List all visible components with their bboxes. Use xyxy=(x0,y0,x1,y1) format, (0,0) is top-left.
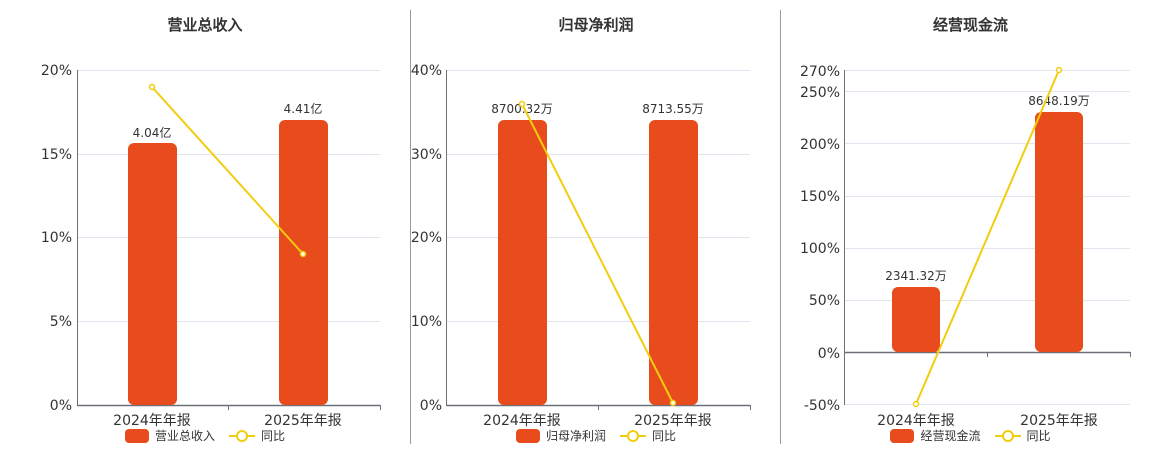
legend-line-label[interactable]: 同比 xyxy=(1026,429,1051,443)
chart-plot: 20% 15% 10% 5% 0% 4.04亿 4.41亿 2024年年报 2025年年… xyxy=(41,63,381,429)
chart-title: 经营现金流 xyxy=(932,16,1008,34)
svg-text:20%: 20% xyxy=(411,230,442,246)
legend-line-icon[interactable] xyxy=(994,429,1021,443)
bar-2025[interactable] xyxy=(1035,112,1083,352)
bar-label: 2341.32万 xyxy=(885,269,947,283)
svg-text:250%: 250% xyxy=(800,85,840,101)
x-tick: 2025年年报 xyxy=(634,413,712,429)
svg-text:30%: 30% xyxy=(411,147,442,163)
legend: 归母净利润 同比 xyxy=(411,427,781,444)
svg-text:270%: 270% xyxy=(800,64,840,80)
bar-label: 8713.55万 xyxy=(642,102,704,116)
legend: 营业总收入 同比 xyxy=(0,427,410,444)
svg-text:-50%: -50% xyxy=(804,398,840,414)
bar-label: 8648.19万 xyxy=(1028,94,1090,108)
svg-text:10%: 10% xyxy=(411,314,442,330)
legend-line-icon[interactable] xyxy=(229,429,255,443)
bar-2025[interactable] xyxy=(649,120,698,405)
svg-text:0%: 0% xyxy=(50,398,72,414)
legend-line-label[interactable]: 同比 xyxy=(652,429,677,443)
bar-2024[interactable] xyxy=(128,143,177,405)
svg-text:0%: 0% xyxy=(420,398,442,414)
legend-line-label[interactable]: 同比 xyxy=(261,429,286,443)
divider xyxy=(410,10,411,444)
divider xyxy=(780,10,781,444)
legend-bar-swatch[interactable] xyxy=(515,428,540,443)
chart-panel-net-profit: 归母净利润 40% 30% 20% 10% 0% 8700.32万 8713.55万 2… xyxy=(411,0,781,450)
legend-bar-swatch[interactable] xyxy=(890,428,915,443)
bar-label: 4.04亿 xyxy=(133,125,172,140)
svg-text:5%: 5% xyxy=(50,314,72,330)
chart-title: 归母净利润 xyxy=(558,16,634,34)
svg-text:50%: 50% xyxy=(809,293,840,309)
legend-line-icon[interactable] xyxy=(620,429,646,443)
bar-2024[interactable] xyxy=(892,287,940,352)
x-tick: 2024年年报 xyxy=(877,413,955,429)
svg-text:20%: 20% xyxy=(41,63,72,79)
x-tick: 2025年年报 xyxy=(264,413,342,429)
svg-text:150%: 150% xyxy=(800,189,840,205)
chart-plot: 40% 30% 20% 10% 0% 8700.32万 8713.55万 2024年年报… xyxy=(411,63,751,429)
svg-text:15%: 15% xyxy=(41,147,72,163)
chart-panel-operating-cashflow: 经营现金流 270% 250% 200% 150% 100% 50% 0% -50% 2341… xyxy=(781,0,1160,450)
svg-text:40%: 40% xyxy=(411,63,442,79)
x-tick: 2025年年报 xyxy=(1020,413,1098,429)
chart-title: 营业总收入 xyxy=(167,16,243,34)
bar-2025[interactable] xyxy=(279,120,328,405)
svg-text:100%: 100% xyxy=(800,241,840,257)
x-tick: 2024年年报 xyxy=(483,413,561,429)
legend-bar-label[interactable]: 营业总收入 xyxy=(154,429,215,443)
chart-plot: 270% 250% 200% 150% 100% 50% 0% -50% 2341.32万 8… xyxy=(800,64,1131,429)
svg-text:10%: 10% xyxy=(41,230,72,246)
bar-label: 8700.32万 xyxy=(491,102,553,116)
legend-bar-label[interactable]: 经营现金流 xyxy=(920,429,981,443)
svg-text:0%: 0% xyxy=(818,346,840,362)
legend-bar-swatch[interactable] xyxy=(124,428,149,443)
legend: 经营现金流 同比 xyxy=(781,427,1160,444)
svg-text:200%: 200% xyxy=(800,137,840,153)
legend-bar-label[interactable]: 归母净利润 xyxy=(545,429,606,443)
x-tick: 2024年年报 xyxy=(113,413,191,429)
chart-panel-revenue: 营业总收入 20% 15% 10% 5% 0% 4.04亿 4.41亿 2024年年报 … xyxy=(0,0,410,450)
bar-label: 4.41亿 xyxy=(284,101,323,116)
bar-2024[interactable] xyxy=(498,120,547,405)
